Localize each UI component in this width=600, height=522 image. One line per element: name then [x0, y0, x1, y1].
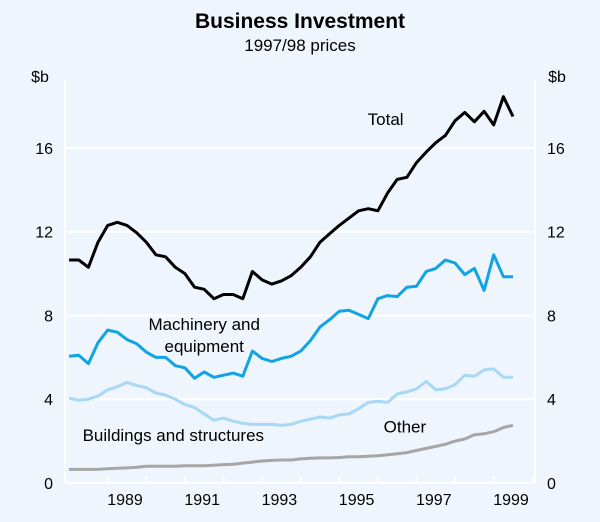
- y-tick-label-right: 0: [547, 476, 556, 493]
- series-label: Machinery and: [148, 315, 260, 334]
- x-tick-label: 1993: [262, 492, 298, 509]
- y-tick-label-left: 0: [44, 476, 53, 493]
- y-tick-label-left: 16: [35, 141, 53, 158]
- y-tick-label-left: 12: [35, 225, 53, 242]
- x-tick-label: 1997: [416, 492, 452, 509]
- chart-title: Business Investment: [194, 10, 406, 33]
- y-axis-label-left: $b: [31, 69, 49, 86]
- x-tick-label: 1991: [184, 492, 220, 509]
- chart-subtitle: 1997/98 prices: [244, 36, 356, 55]
- y-tick-label-right: 8: [547, 308, 556, 325]
- y-tick-label-left: 8: [44, 308, 53, 325]
- y-tick-label-right: 12: [547, 225, 565, 242]
- series-label: Total: [368, 110, 404, 129]
- series-line-machinery-and-equipment: [68, 253, 513, 380]
- y-tick-label-right: 4: [547, 392, 556, 409]
- y-tick-label-right: 16: [547, 141, 565, 158]
- series-label: equipment: [165, 337, 245, 356]
- series-label: Buildings and structures: [83, 426, 264, 445]
- series-line-total: [69, 95, 515, 301]
- y-axis-label-right: $b: [548, 69, 566, 86]
- series-line-other: [69, 423, 514, 471]
- x-tick-label: 1995: [339, 492, 375, 509]
- series-line-buildings-and-structures: [68, 367, 513, 427]
- y-tick-label-left: 4: [44, 392, 53, 409]
- series-label: Other: [384, 418, 427, 437]
- x-tick-label: 1999: [493, 492, 529, 509]
- x-tick-label: 1989: [107, 492, 143, 509]
